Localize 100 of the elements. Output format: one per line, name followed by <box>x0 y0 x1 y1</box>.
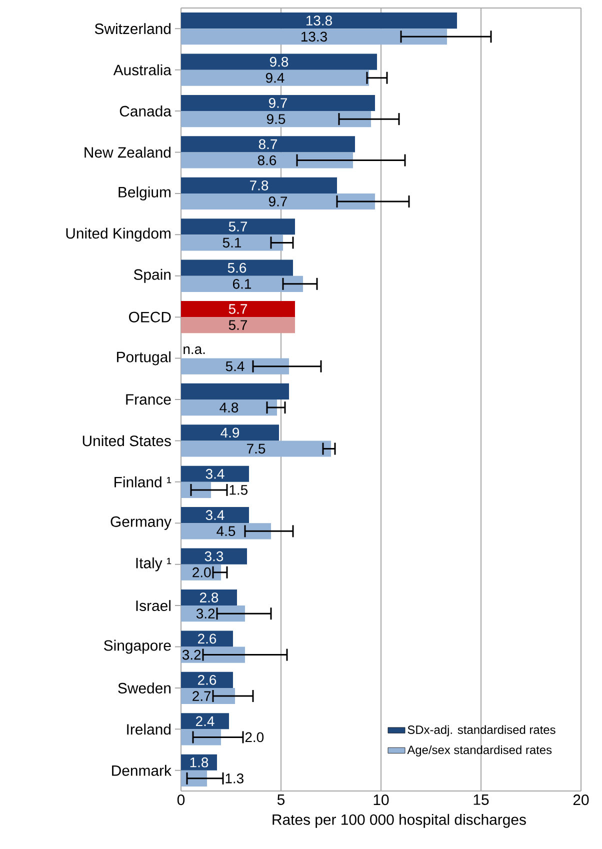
bar <box>181 177 337 194</box>
data-label: 1.3 <box>226 773 244 784</box>
data-label: 6.1 <box>233 278 252 289</box>
data-label: 5.4 <box>226 361 244 372</box>
bar <box>181 400 277 416</box>
bar <box>181 646 245 663</box>
data-label: 5.7 <box>228 304 247 314</box>
data-label: 3.2 <box>182 650 201 660</box>
data-label: 1.5 <box>230 485 248 495</box>
data-label: 9.7 <box>268 98 287 108</box>
bar <box>181 276 303 292</box>
bar <box>181 440 331 457</box>
data-label: 1.8 <box>190 757 208 768</box>
y-tick-label: Germany <box>110 516 172 530</box>
bar <box>181 218 295 235</box>
bar <box>181 317 295 334</box>
data-label: 3.4 <box>206 468 224 479</box>
y-tick-label: Belgium <box>118 186 170 200</box>
bar <box>181 688 235 704</box>
x-tick-label: 20 <box>573 794 589 806</box>
bar <box>181 152 353 168</box>
bar <box>181 507 249 524</box>
bar <box>181 111 371 128</box>
bar <box>181 548 247 564</box>
data-label: 5.1 <box>222 238 242 248</box>
x-tick-label: 0 <box>177 794 185 806</box>
bar <box>181 234 283 251</box>
data-label: 9.4 <box>266 72 284 83</box>
bar <box>181 383 289 400</box>
bar <box>181 136 355 152</box>
data-label: 9.8 <box>270 56 288 67</box>
y-tick-label: Spain <box>134 268 171 283</box>
data-label: 5.7 <box>228 320 247 330</box>
data-label: 3.3 <box>204 551 224 562</box>
data-label: 13.3 <box>301 32 327 42</box>
bar <box>181 713 229 730</box>
y-tick-label: United States <box>82 435 171 446</box>
data-label: 7.8 <box>250 180 268 190</box>
data-label: 2.6 <box>198 674 216 685</box>
data-label: 4.9 <box>220 428 240 438</box>
bar <box>181 70 369 86</box>
data-label: 4.5 <box>216 526 236 536</box>
bar <box>181 466 249 482</box>
y-tick-label: Denmark <box>112 764 172 776</box>
y-tick-label: Australia <box>113 64 172 76</box>
bar <box>181 606 245 622</box>
data-label: 2.7 <box>192 691 211 701</box>
y-tick-label: Singapore <box>104 640 171 654</box>
y-tick-label: Ireland <box>127 724 171 735</box>
data-label: 2.8 <box>200 592 218 602</box>
legend-label: Age/sex standardised rates <box>407 745 552 756</box>
bar <box>181 754 217 770</box>
bar <box>181 630 233 647</box>
bar <box>181 94 375 112</box>
data-label: 2.4 <box>196 716 214 726</box>
y-tick-label: Israel <box>136 600 170 612</box>
y-tick-label: Italy ¹ <box>136 557 172 572</box>
y-tick-label: Portugal <box>117 351 170 366</box>
bar <box>181 672 233 688</box>
data-label: 9.5 <box>266 114 286 124</box>
data-label: 8.7 <box>258 139 277 150</box>
text: n.a. <box>184 346 205 354</box>
bar <box>181 358 289 374</box>
data-label: 3.2 <box>196 608 215 619</box>
bar <box>181 589 237 606</box>
y-tick-label: Switzerland <box>94 23 170 34</box>
bar <box>181 523 271 540</box>
y-tick-label: New Zealand <box>84 146 170 158</box>
data-label: 7.5 <box>247 444 266 454</box>
y-tick-label: United Kingdom <box>66 228 170 242</box>
bar <box>181 564 221 580</box>
bar <box>181 12 457 29</box>
bar <box>181 260 293 276</box>
x-tick-label: 5 <box>277 794 285 805</box>
x-axis-title: Rates per 100 000 hospital discharges <box>272 814 526 828</box>
data-label: 5.6 <box>228 262 246 273</box>
bar <box>181 729 221 746</box>
y-tick-label: OECD <box>129 312 171 322</box>
bar <box>181 193 375 210</box>
data-label: 2.0 <box>245 732 264 742</box>
bar <box>181 424 279 441</box>
data-label: 3.4 <box>206 510 224 520</box>
data-label: 13.8 <box>306 16 332 26</box>
bar <box>181 54 377 70</box>
bar <box>181 28 447 45</box>
y-tick-label: Finland ¹ <box>114 476 172 488</box>
y-tick-label: Canada <box>120 106 172 117</box>
bar <box>181 301 295 318</box>
bar <box>181 482 211 498</box>
x-tick-label: 10 <box>374 794 389 806</box>
legend-label: SDx-adj. standardised rates <box>408 725 556 736</box>
y-tick-label: France <box>126 394 171 405</box>
y-tick-label: Sweden <box>118 682 170 694</box>
data-label: 2.6 <box>198 634 216 644</box>
data-label: 9.7 <box>268 196 287 206</box>
data-label: 8.6 <box>258 155 276 166</box>
data-label: 4.8 <box>220 402 238 412</box>
x-tick-label: 15 <box>474 794 489 805</box>
data-label: 5.7 <box>228 222 247 232</box>
data-label: 2.0 <box>192 567 211 578</box>
